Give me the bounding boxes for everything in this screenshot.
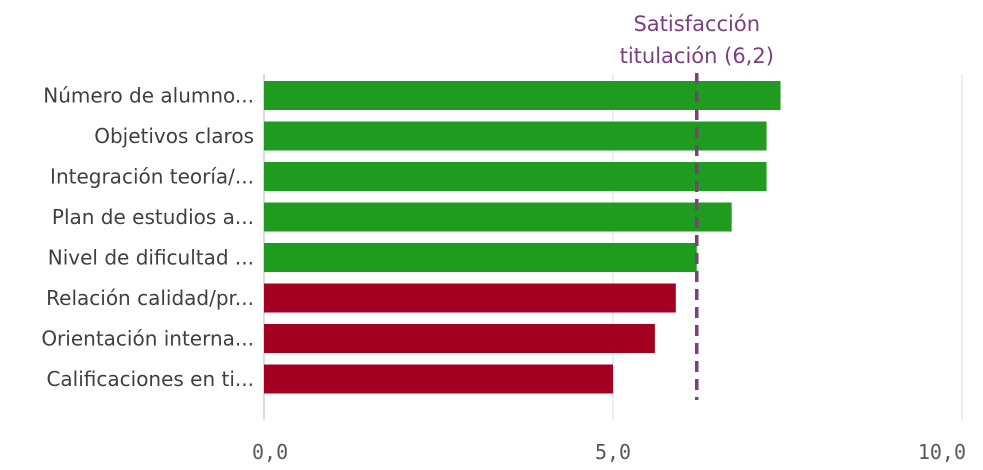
category-label: Integración teoría/...: [50, 165, 254, 189]
category-label: Objetivos claros: [94, 124, 254, 148]
x-tick-label: 0,0: [252, 440, 288, 464]
bar[interactable]: [264, 324, 655, 353]
reference-line-label-line-2: titulación (6,2): [620, 44, 774, 68]
bar[interactable]: [264, 364, 613, 394]
category-label: Plan de estudios a...: [52, 205, 254, 229]
category-labels: Número de alumno... Objetivos claros Integ…: [41, 84, 254, 392]
reference-line-label-line-1: Satisfacción: [633, 12, 760, 36]
category-label: Relación calidad/pr...: [46, 286, 254, 310]
x-axis-ticks: 0,0 5,0 10,0: [252, 440, 966, 464]
bar[interactable]: [264, 81, 781, 110]
reference-line-group: Satisfacción titulación (6,2): [620, 12, 774, 400]
x-tick-label: 5,0: [595, 440, 631, 464]
category-label: Calificaciones en ti...: [46, 367, 254, 391]
bar[interactable]: [264, 283, 676, 313]
bar-layer: [264, 81, 781, 394]
category-label: Nivel de dificultad ...: [48, 246, 254, 270]
bar[interactable]: [264, 243, 697, 272]
x-tick-label: 10,0: [918, 440, 966, 464]
bar[interactable]: [264, 162, 767, 191]
bar[interactable]: [264, 121, 767, 151]
category-label: Orientación interna...: [41, 327, 254, 351]
category-label: Número de alumno...: [43, 84, 254, 108]
bar[interactable]: [264, 202, 732, 232]
